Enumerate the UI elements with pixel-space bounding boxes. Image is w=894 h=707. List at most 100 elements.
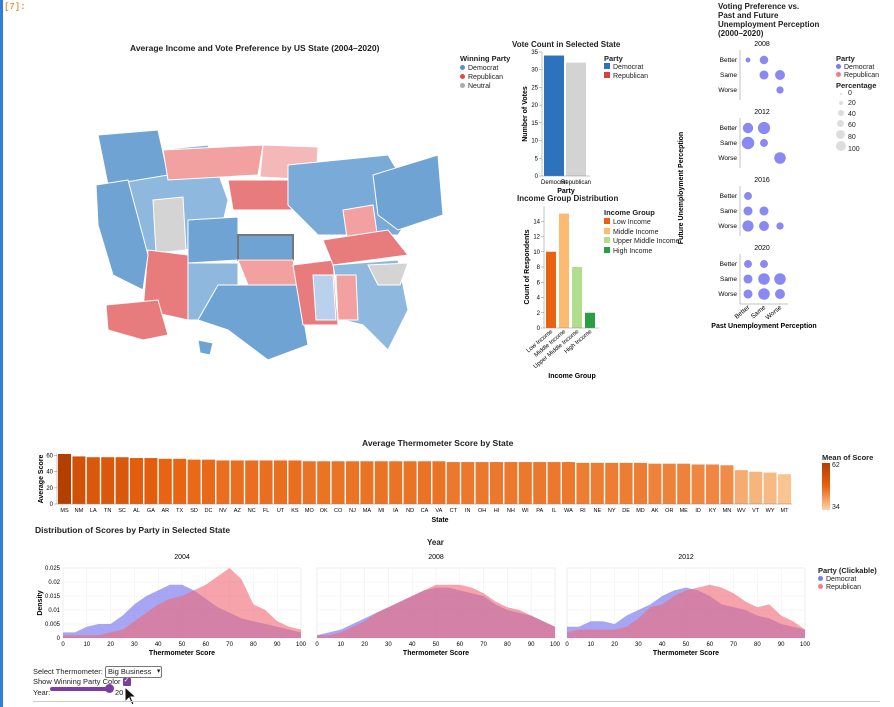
map-legend: Democrat Republican Neutral (460, 64, 503, 91)
thermometer-select-label: Select Thermometer: (33, 666, 103, 676)
bar-state (302, 461, 316, 504)
x-tick-label: 20 (361, 642, 368, 648)
bar-state (432, 461, 446, 504)
density-year-label: Year (427, 538, 444, 547)
legend-item-republican: Republican (604, 72, 648, 81)
x-tick-label: IN (465, 508, 471, 514)
bubble-point (776, 86, 784, 94)
legend-dot (460, 74, 465, 79)
x-tick-label: AR (161, 508, 169, 514)
vote-legend-title: Party (604, 54, 623, 63)
size-item: 40 (836, 110, 879, 120)
x-tick-label: SC (118, 508, 126, 514)
x-tick-label: 90 (778, 642, 785, 648)
legend-dot (460, 83, 465, 88)
bubble-point (744, 192, 752, 200)
bubble-point (742, 122, 754, 134)
legend-item-republican[interactable]: Republican (818, 584, 877, 593)
y-tick-label: Worse (718, 155, 737, 162)
legend-item-democrat[interactable]: Democrat (818, 575, 877, 585)
us-map[interactable] (88, 125, 448, 361)
thermo-title: Average Thermometer Score by State (362, 438, 514, 448)
density-legend: Party (Clickable) Democrat Republican (818, 566, 877, 593)
y-tick-label: 0 (537, 326, 541, 332)
bar-state (158, 458, 172, 504)
voting-pref-chart[interactable]: 2008 Better Same Worse 2012 Better Same Worse 20… (676, 38, 826, 330)
x-tick-label: 20 (611, 642, 618, 648)
legend-item-neutral: Neutral (460, 82, 503, 91)
y-tick-label: 8 (537, 265, 541, 271)
legend-item-low: Low Income (604, 218, 680, 228)
y-tick-label: 2 (537, 311, 541, 317)
y-tick-label: 14 (533, 219, 540, 225)
year-slider-value: 20 (115, 688, 124, 697)
size-item: 0 (836, 90, 879, 100)
x-tick-label: LA (90, 508, 97, 514)
x-tick-label: WI (522, 508, 529, 514)
y-tick-label: Same (720, 276, 737, 283)
x-tick-label: 10 (587, 642, 594, 648)
bubble-point (760, 260, 768, 268)
bubble-point (742, 220, 754, 232)
bar-state (115, 457, 129, 504)
legend-item-democrat: Democrat (460, 64, 503, 73)
density-legend-title: Party (Clickable) (818, 566, 877, 575)
x-tick-label: TX (176, 508, 183, 514)
x-tick-label: GA (147, 508, 155, 514)
x-tick-label: MI (378, 508, 385, 514)
size-item: 60 (836, 120, 879, 130)
pref-legend-party-title: Party (836, 54, 855, 63)
map-alabama (335, 274, 359, 321)
bar-income (585, 312, 595, 328)
bar-state (274, 460, 287, 504)
x-tick-label: MN (723, 508, 732, 514)
x-tick-label: 30 (635, 642, 642, 648)
x-tick-label: 100 (296, 642, 307, 648)
x-tick-label: MS (60, 508, 69, 514)
x-tick-label: 70 (730, 642, 737, 648)
bar-state (763, 472, 777, 504)
x-tick-label: 40 (155, 642, 162, 648)
bar-state (230, 460, 244, 504)
vote-legend: Democrat Republican (604, 63, 648, 81)
y-tick-label: 0 (57, 636, 61, 642)
x-tick-label: 100 (550, 642, 561, 648)
map-northeast (372, 154, 444, 231)
bubble-point (775, 70, 785, 80)
y-tick-label: 10 (533, 250, 540, 256)
vote-count-title: Vote Count in Selected State (512, 40, 621, 49)
bar-state (389, 461, 403, 504)
legend-item-high: High Income (604, 246, 680, 257)
facet-title: 2016 (754, 177, 770, 184)
y-tick-label: 35 (531, 50, 538, 56)
bubble-point (759, 206, 769, 216)
winning-color-checkbox[interactable] (122, 676, 131, 687)
y-axis-label: Density (37, 590, 44, 615)
bar-state (130, 458, 143, 504)
thermometer-select[interactable]: Big Business (104, 666, 163, 678)
bar-state (533, 462, 547, 504)
x-tick-label: NV (219, 508, 227, 514)
x-tick-label: 80 (754, 642, 761, 648)
x-tick-label: IA (393, 508, 399, 514)
x-tick-label: 30 (385, 642, 392, 648)
x-tick-label: MT (781, 508, 790, 514)
size-item: 20 (836, 100, 879, 110)
bar-state (648, 463, 662, 504)
x-tick-label: AL (133, 508, 140, 514)
y-tick-label: 0.025 (45, 566, 61, 572)
bubble-point (758, 288, 770, 300)
y-tick-label: Worse (718, 291, 737, 298)
legend-dot (836, 72, 841, 77)
map-alaska (105, 299, 169, 341)
x-tick-label: UT (277, 508, 285, 514)
y-tick-label: Same (720, 72, 737, 79)
year-slider-thumb[interactable] (105, 684, 114, 693)
x-tick-label: 50 (433, 642, 440, 648)
thermometer-chart[interactable]: 0 20 40 60 MS NM LA TN SC AL GA AR TX SD DC NV AZ NC FL UT K… (38, 450, 830, 530)
year-slider-track[interactable] (50, 687, 110, 691)
x-tick-label: WA (564, 508, 573, 514)
